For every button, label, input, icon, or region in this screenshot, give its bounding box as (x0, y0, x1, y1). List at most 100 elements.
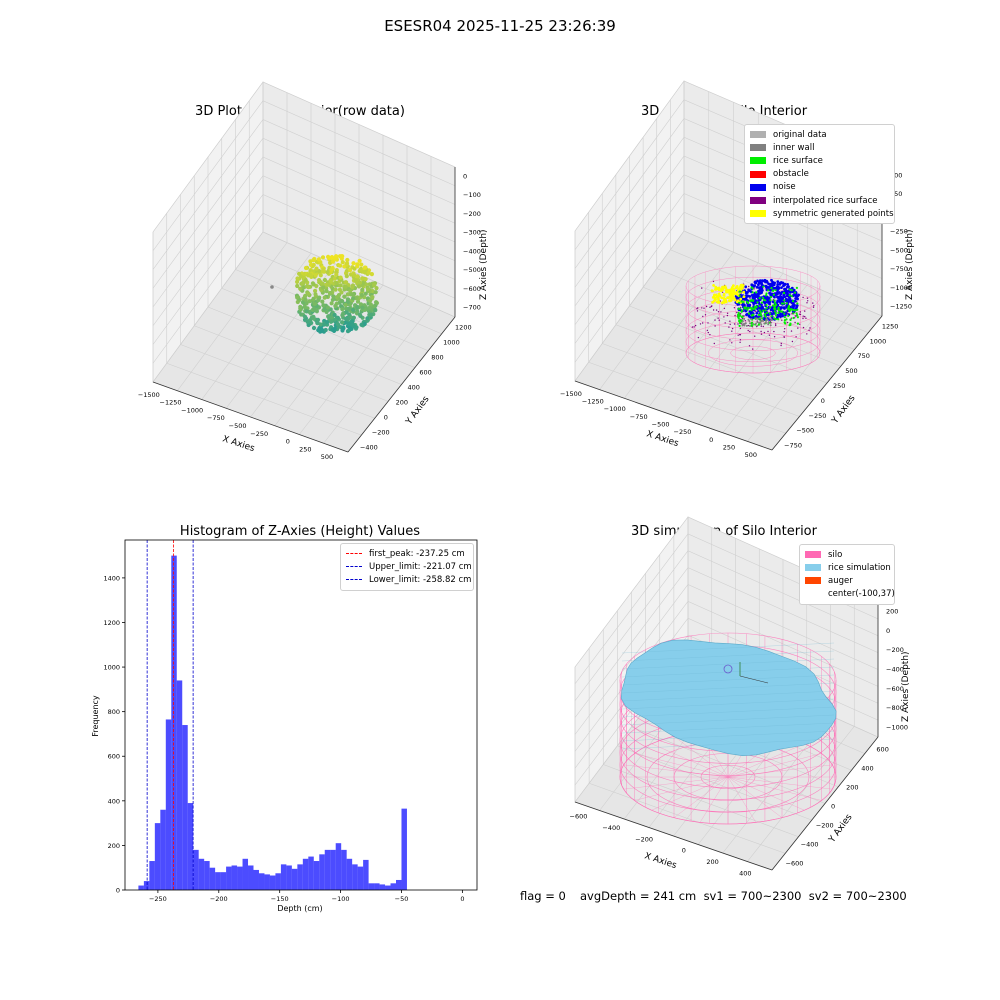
interpolated-point (760, 333, 763, 335)
data-point (343, 284, 348, 289)
rice-surface-point (772, 304, 775, 307)
y-axis-line (771, 315, 883, 451)
legend-entry: Lower_limit: -258.82 cm (346, 573, 471, 586)
symmetric-point (713, 298, 717, 301)
interpolated-point (712, 280, 715, 283)
classify-z-axis-label: Z Axies (Depth) (905, 229, 915, 300)
z-tick-label: −200 (886, 646, 904, 654)
data-point (369, 272, 374, 277)
data-point (350, 283, 356, 288)
z-tick-label: 500 (890, 171, 902, 179)
mesh-line (621, 738, 835, 750)
noise-point (744, 309, 748, 313)
interpolated-point (773, 336, 776, 338)
data-point (359, 322, 364, 327)
rice-surface-point (764, 312, 767, 316)
y-tick-label: 500 (845, 367, 857, 375)
z-tick-label: −200 (463, 210, 481, 218)
data-point (331, 294, 336, 299)
grid-line (747, 726, 855, 862)
interpolated-point (809, 327, 811, 329)
x-tick-label: −200 (635, 835, 653, 843)
noise-point (779, 315, 782, 318)
data-point (359, 293, 364, 298)
y-tick-label: −750 (784, 442, 802, 450)
grid-line (722, 294, 833, 433)
rice-surface-point (738, 321, 742, 324)
y-tick-label: 200 (396, 399, 408, 407)
auger-marker (739, 675, 769, 684)
data-point (340, 260, 345, 265)
y-tick-label: 1250 (882, 322, 899, 330)
data-point (311, 306, 316, 311)
interpolated-point (709, 306, 711, 308)
rice-surface-point (787, 314, 790, 317)
data-point (306, 285, 311, 290)
noise-point (778, 281, 782, 285)
silo-floor-ring (708, 339, 798, 367)
data-point (351, 292, 356, 297)
noise-point (780, 286, 783, 289)
rice-surface-point (780, 302, 784, 305)
data-point (373, 290, 378, 295)
y-tick-label: −500 (796, 427, 814, 435)
data-point (333, 287, 338, 292)
noise-point (773, 281, 776, 285)
legend-label: silo (828, 549, 843, 560)
histogram-bar (302, 858, 309, 890)
legend-entry: first_peak: -237.25 cm (346, 547, 468, 560)
data-point (311, 325, 317, 331)
stats-text: avgDepth = 241 cm sv1 = 700~2300 sv2 = 7… (580, 889, 907, 903)
inner-wall-point (760, 323, 763, 326)
interpolated-point (740, 306, 742, 309)
histogram-bar (319, 854, 325, 890)
rice-surface-point (788, 294, 791, 297)
data-point (318, 273, 323, 278)
rice-surface-point (738, 307, 741, 310)
noise-point (747, 314, 751, 318)
interpolated-point (799, 311, 801, 313)
data-point (355, 264, 360, 269)
grid-line (747, 305, 858, 442)
interpolated-point (696, 308, 698, 310)
symmetric-point (728, 292, 732, 296)
symmetric-point (717, 295, 720, 298)
rice-surface-point (738, 319, 741, 323)
z-tick-label: −1000 (886, 723, 908, 731)
noise-point (791, 306, 795, 310)
histogram-bar (324, 849, 331, 890)
rice-surface-point (773, 310, 777, 313)
rice-surface-point (790, 289, 794, 292)
histogram-bar (198, 858, 205, 890)
interpolated-point (813, 305, 815, 307)
rice-surface-point (773, 301, 777, 304)
data-point (295, 276, 300, 281)
inner-wall-point (765, 319, 768, 322)
legend-label: symmetric generated points (773, 208, 894, 219)
data-point (316, 328, 321, 333)
mesh-line (621, 650, 835, 662)
symmetric-point (731, 295, 735, 299)
interpolated-point (780, 344, 782, 347)
inner-wall-point (745, 324, 748, 327)
data-point (328, 278, 333, 283)
data-point (365, 286, 371, 292)
noise-point (757, 286, 761, 290)
interpolated-point (773, 330, 775, 333)
legend-swatch (805, 551, 821, 559)
rice-surface-point (789, 318, 792, 321)
inner-wall-point (749, 325, 751, 327)
noise-point (750, 294, 754, 297)
interpolated-point (723, 307, 726, 310)
x-tick-label: −500 (229, 422, 247, 430)
data-point (340, 313, 345, 318)
histogram-bar (330, 849, 336, 890)
data-point (344, 274, 349, 279)
noise-point (779, 299, 782, 303)
simulation-x-axis-label: X Axies (643, 851, 678, 871)
rice-surface-point (773, 317, 776, 320)
interpolated-point (802, 326, 805, 329)
legend-label: inner wall (773, 142, 815, 153)
